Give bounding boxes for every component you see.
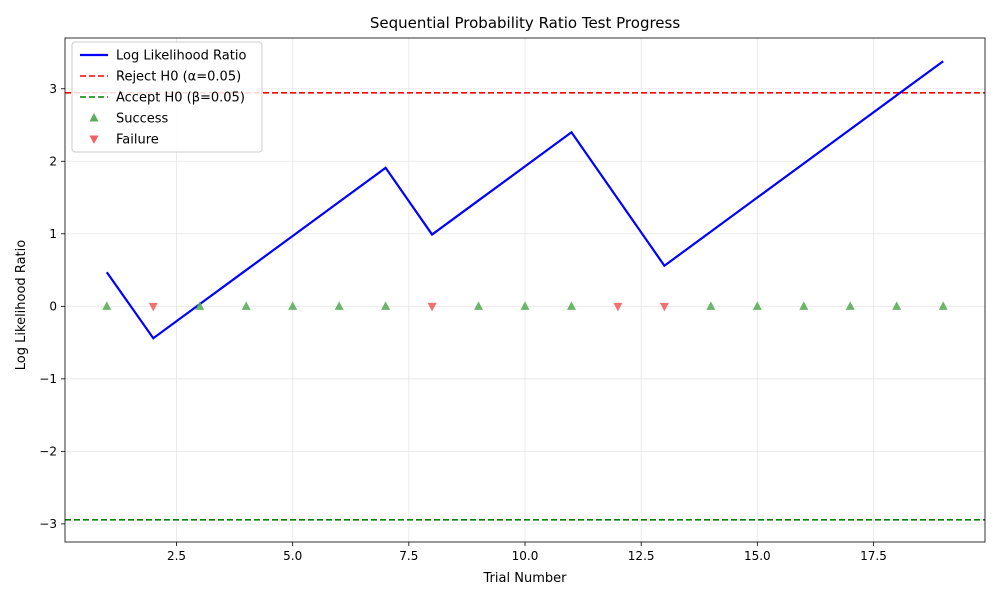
x-tick-label: 5.0 xyxy=(283,549,302,563)
plot-area: 2.5 5.0 7.5 10.0 12.5 15.0 17.5 −3 −2 −1 0 1 2 3 xyxy=(39,37,986,563)
y-tick-label: 2 xyxy=(49,154,57,168)
success-marker xyxy=(566,301,576,310)
x-tick-label: 12.5 xyxy=(628,549,655,563)
success-marker xyxy=(520,301,530,310)
x-tick-label: 17.5 xyxy=(860,549,887,563)
y-tick-label: −3 xyxy=(39,517,57,531)
failure-marker xyxy=(659,302,669,312)
llr-series-line xyxy=(105,60,944,340)
legend-failure-swatch xyxy=(89,135,99,144)
success-marker xyxy=(334,301,344,310)
failure-marker xyxy=(148,302,158,312)
legend-llr-label: Log Likelihood Ratio xyxy=(116,49,246,64)
x-tick-label: 7.5 xyxy=(399,549,418,563)
failure-marker xyxy=(613,302,623,312)
x-tick-label: 2.5 xyxy=(167,549,186,563)
legend-reject-label: Reject H0 (α=0.05) xyxy=(116,70,241,85)
y-tick-label: 1 xyxy=(49,227,57,241)
success-marker xyxy=(752,301,762,310)
y-tick-label: −1 xyxy=(39,372,57,386)
y-tick-label: −2 xyxy=(39,444,57,458)
legend-box xyxy=(71,41,263,153)
success-marker xyxy=(474,301,484,310)
y-tick-label: 3 xyxy=(49,82,57,96)
failure-marker xyxy=(427,302,437,312)
success-marker xyxy=(381,301,391,310)
success-marker xyxy=(845,301,855,310)
success-marker xyxy=(706,301,716,310)
success-marker xyxy=(288,301,298,310)
legend-accept-label: Accept H0 (β=0.05) xyxy=(116,91,245,106)
chart-title: Sequential Probability Ratio Test Progre… xyxy=(370,14,681,32)
plot-frame xyxy=(64,37,986,543)
success-marker xyxy=(799,301,809,310)
legend-failure-label: Failure xyxy=(116,133,159,148)
success-marker xyxy=(938,301,948,310)
legend-success-label: Success xyxy=(116,112,169,127)
success-marker xyxy=(892,301,902,310)
success-marker xyxy=(241,301,251,310)
legend: Log Likelihood Ratio Reject H0 (α=0.05) Ac… xyxy=(71,41,263,153)
y-axis-label: Log Likelihood Ratio xyxy=(14,240,29,370)
x-tick-label: 10.0 xyxy=(512,549,539,563)
legend-success-swatch xyxy=(89,113,99,122)
x-tick-label: 15.0 xyxy=(744,549,771,563)
success-marker xyxy=(195,301,205,310)
y-tick-label: 0 xyxy=(49,299,57,313)
success-marker xyxy=(102,301,112,310)
x-axis-label: Trial Number xyxy=(483,571,568,586)
